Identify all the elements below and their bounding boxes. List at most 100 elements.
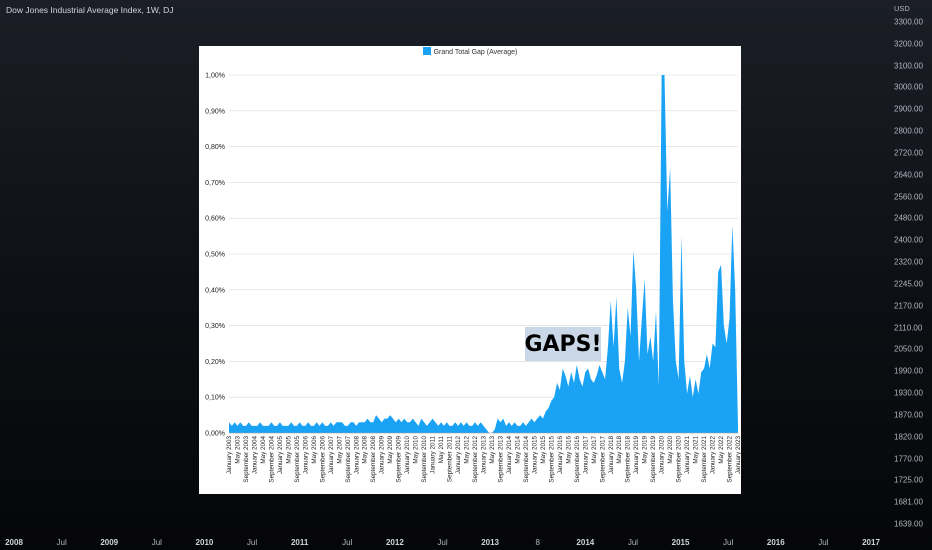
x-tick-label: May 2012: [464, 436, 471, 464]
x-tick-label: September 2005: [294, 436, 301, 483]
x-tick-label: May 2016: [565, 436, 572, 464]
y-tick-label: 1,00%: [205, 73, 225, 80]
price-label: 2480.00: [894, 213, 923, 223]
x-tick-label: May 2021: [693, 436, 700, 464]
time-axis[interactable]: 2008 Jul 2009 Jul 2010 Jul 2011 Jul 2012 Jul 2013 8…: [0, 532, 880, 550]
gap-area-chart: 0,00% 0,10% 0,20% 0,30% 0,40% 0,50% 0,60% 0,70%…: [205, 73, 741, 483]
y-tick-label: 0,50%: [205, 252, 225, 259]
y-tick-label: 0,40%: [205, 287, 225, 294]
x-tick-label: May 2018: [616, 436, 623, 464]
x-tick-label: May 2009: [387, 436, 394, 464]
x-tick-label: May 2008: [362, 436, 369, 464]
x-tick-label: January 2023: [735, 436, 741, 475]
time-label: Jul: [246, 538, 258, 547]
x-tick-label: September 2012: [472, 436, 479, 483]
x-tick-label: September 2010: [421, 436, 428, 483]
x-tick-label: September 2017: [599, 436, 606, 483]
price-label: 2900.00: [894, 104, 923, 114]
x-tick-label: September 2008: [370, 436, 377, 483]
price-label: 1639.00: [894, 519, 923, 529]
y-tick-label: 0,30%: [205, 323, 225, 330]
price-label: 1990.00: [894, 366, 923, 376]
x-tick-label: May 2005: [285, 436, 292, 464]
x-tick-label: January 2004: [251, 436, 258, 475]
time-label-year: 2016: [766, 538, 785, 547]
time-label-year: 2017: [862, 538, 880, 547]
time-label: 8: [535, 538, 540, 547]
price-label: 2720.00: [894, 148, 923, 158]
chart-legend: Grand Total Gap (Average): [199, 47, 741, 56]
price-label: 1770.00: [894, 454, 923, 464]
time-label: Jul: [818, 538, 829, 547]
time-label-year: 2010: [195, 538, 214, 547]
price-label: 1930.00: [894, 388, 923, 398]
x-tick-label: January 2014: [506, 436, 513, 475]
x-tick-label: September 2022: [727, 436, 734, 483]
x-tick-label: May 2019: [642, 436, 649, 464]
x-tick-label: January 2007: [328, 436, 335, 475]
x-tick-label: May 2004: [260, 436, 267, 464]
x-tick-label: September 2014: [523, 436, 530, 483]
x-tick-label: January 2022: [710, 436, 717, 475]
x-tick-label: May 2015: [540, 436, 547, 464]
price-label: 1820.00: [894, 432, 923, 442]
y-tick-label: 0,60%: [205, 216, 225, 223]
x-tick-label: September 2007: [345, 436, 352, 483]
pasted-chart-image: Grand Total Gap (Average) 0,00% 0,10% 0,20…: [199, 46, 741, 494]
x-tick-label: September 2016: [574, 436, 581, 483]
x-tick-label: January 2006: [302, 436, 309, 475]
x-tick-label: May 2003: [234, 436, 241, 464]
price-label: 2800.00: [894, 126, 923, 136]
y-tick-label: 0,70%: [205, 180, 225, 187]
x-tick-label: September 2009: [396, 436, 403, 483]
time-label-year: 2008: [5, 538, 23, 547]
time-label: Jul: [437, 538, 448, 547]
price-label: 2320.00: [894, 257, 923, 267]
price-label: 2170.00: [894, 301, 923, 311]
chart-title: Dow Jones Industrial Average Index, 1W, …: [6, 5, 174, 15]
x-tick-label: September 2004: [268, 436, 275, 483]
x-tick-label: January 2003: [226, 436, 233, 475]
x-tick-label: January 2018: [608, 436, 615, 475]
time-label-year: 2014: [576, 538, 595, 547]
time-label: Jul: [627, 538, 639, 547]
x-tick-label: September 2013: [497, 436, 504, 483]
price-label: 3200.00: [894, 39, 923, 49]
x-tick-label: January 2019: [633, 436, 640, 475]
time-label: Jul: [342, 538, 353, 547]
x-tick-label: September 2006: [319, 436, 326, 483]
price-label: 3100.00: [894, 61, 923, 71]
y-tick-label: 0,80%: [205, 144, 225, 151]
x-tick-label: January 2013: [481, 436, 488, 475]
x-tick-label: September 2020: [676, 436, 683, 483]
x-tick-label: January 2016: [557, 436, 564, 475]
y-tick-label: 0,90%: [205, 108, 225, 115]
x-tick-label: May 2014: [514, 436, 521, 464]
price-label: 3000.00: [894, 82, 923, 92]
x-tick-label: January 2008: [353, 436, 360, 475]
x-tick-label: May 2017: [591, 436, 598, 464]
x-tick-label: May 2011: [438, 436, 445, 464]
x-tick-label: September 2011: [447, 436, 454, 483]
x-tick-label: May 2020: [667, 436, 674, 464]
x-tick-label: January 2010: [404, 436, 411, 475]
x-tick-label: January 2021: [684, 436, 691, 475]
time-label-year: 2009: [100, 538, 119, 547]
x-tick-label: September 2015: [548, 436, 555, 483]
price-axis[interactable]: USD 3300.00 3200.00 3100.00 3000.00 2900.00 2…: [880, 0, 932, 550]
x-tick-label: May 2013: [489, 436, 496, 464]
gaps-annotation: GAPS!: [524, 327, 602, 361]
price-label: 2110.00: [894, 323, 923, 333]
x-tick-label: January 2015: [531, 436, 538, 475]
x-tick-label: May 2006: [311, 436, 318, 464]
y-tick-label: 0,20%: [205, 359, 225, 366]
x-tick-label: September 2003: [243, 436, 250, 483]
price-label: 3300.00: [894, 17, 923, 27]
time-label: Jul: [151, 538, 162, 547]
y-tick-label: 0,10%: [205, 395, 225, 402]
time-label: Jul: [56, 538, 67, 547]
x-tick-label: January 2009: [379, 436, 386, 475]
x-tick-label: September 2019: [650, 436, 657, 483]
legend-swatch: [422, 47, 431, 55]
legend-label: Grand Total Gap (Average): [433, 49, 518, 56]
